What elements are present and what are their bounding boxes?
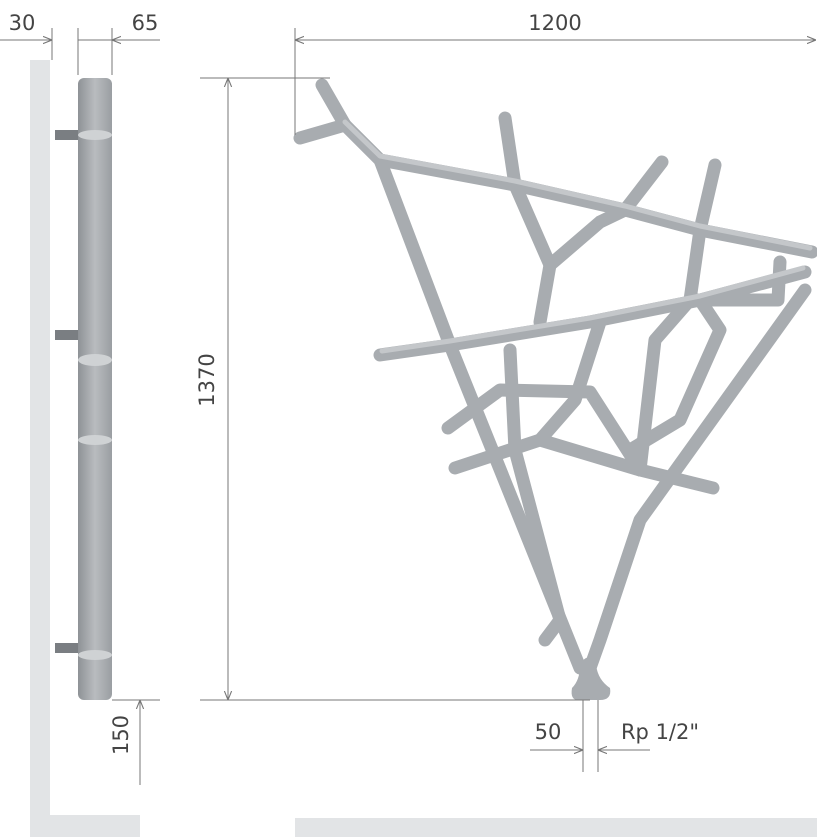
branch-section [78, 354, 112, 366]
floor [295, 818, 817, 837]
branch [623, 293, 727, 457]
branch [338, 118, 817, 259]
wall [30, 60, 140, 837]
dim-label: 50 [535, 720, 562, 744]
highlight [342, 119, 813, 251]
inlet [571, 657, 611, 700]
branch [533, 258, 557, 329]
branch [683, 158, 722, 307]
branch-section [78, 435, 112, 445]
radiator-side [78, 78, 112, 700]
dim-label: Rp 1/2" [621, 720, 699, 744]
dimensions: 30 65 1200 1370 150 50 Rp 1/2" [0, 11, 816, 785]
branch [441, 383, 647, 477]
branch [533, 315, 607, 447]
branch [583, 283, 812, 675]
branch-section [78, 650, 112, 660]
dim-label: 30 [9, 11, 36, 35]
dim-label: 1370 [195, 353, 219, 406]
highlight [379, 265, 806, 354]
dim-label: 65 [132, 11, 159, 35]
dim-label: 1200 [528, 11, 581, 35]
radiator-front [293, 78, 817, 700]
branch-section [78, 130, 112, 140]
bracket [55, 130, 79, 140]
branch [498, 111, 669, 272]
branch [373, 265, 812, 362]
bracket [55, 643, 79, 653]
branch [448, 433, 720, 495]
dim-label: 150 [109, 715, 133, 755]
bracket [55, 330, 79, 340]
branch [293, 78, 352, 145]
branch [503, 343, 567, 647]
